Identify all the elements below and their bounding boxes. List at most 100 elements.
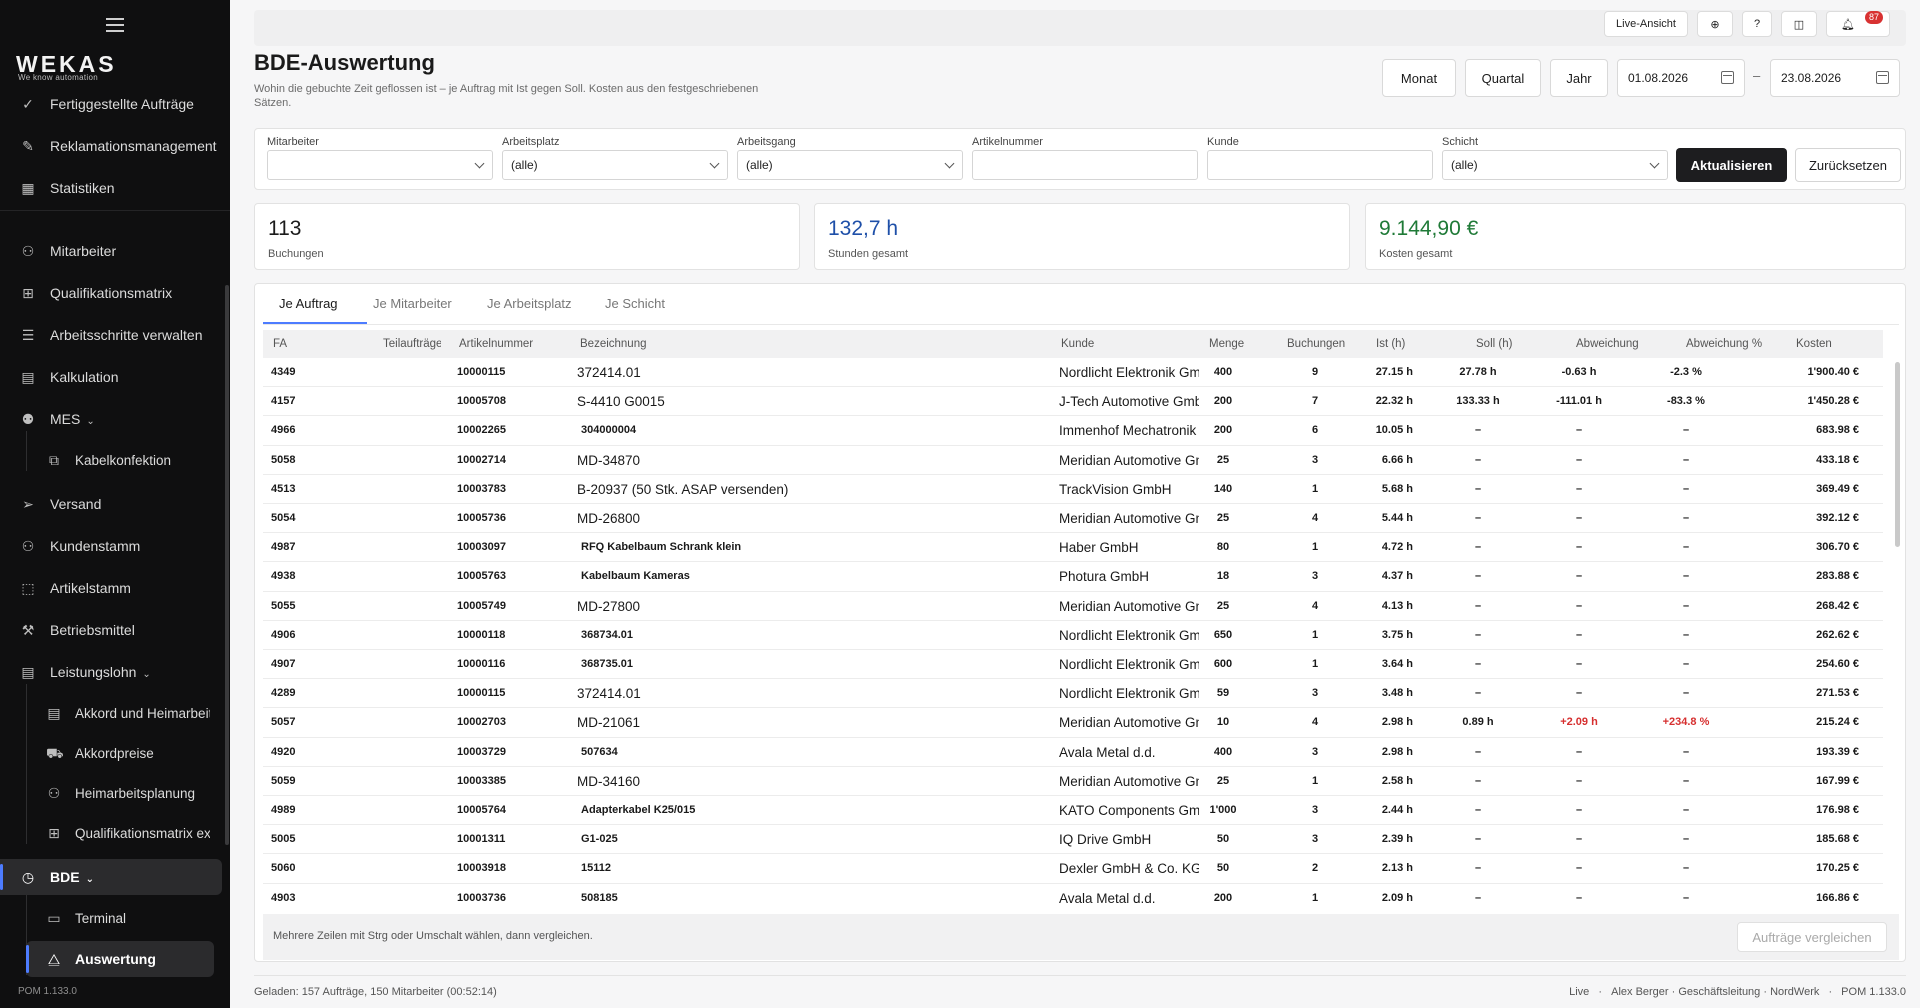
notifications-button[interactable]: 🔔︎ 87: [1826, 11, 1890, 37]
cell-soll: –: [1474, 774, 1482, 787]
col-buchungen[interactable]: Buchungen: [1287, 338, 1346, 350]
sidebar-item-leistungslohn[interactable]: ▤ Leistungslohn ⌄: [0, 654, 230, 690]
col-teilauftraege[interactable]: Teilaufträge: [383, 338, 441, 350]
table-row[interactable]: 5058 10002714 MD-34870 Meridian Automotive …: [263, 446, 1883, 475]
table-row[interactable]: 4907 10000116 368735.01 Nordlicht Elektroni…: [263, 650, 1883, 680]
table-row[interactable]: 4349 10000115 372414.01 Nordlicht Elektroni…: [263, 358, 1883, 388]
table-row[interactable]: 5055 10005749 MD-27800 Meridian Automotive …: [263, 592, 1883, 621]
table-row[interactable]: 4289 10000115 372414.01 Nordlicht Elektroni…: [263, 679, 1883, 709]
table-body: 4349 10000115 372414.01 Nordlicht Elektroni…: [263, 358, 1883, 912]
tab-je-mitarbeiter[interactable]: Je Mitarbeiter: [373, 296, 452, 311]
table-row[interactable]: 4157 10005708 S-4410 G0015 J-Tech Automotiv…: [263, 387, 1883, 417]
cell-art: 10003097: [457, 541, 506, 554]
table-row[interactable]: 4903 10003736 508185 Avala Metal d.d. 200 1 2.…: [263, 884, 1883, 912]
table-row[interactable]: 4513 10003783 B-20937 (50 Stk. ASAP versen…: [263, 475, 1883, 504]
shift-select[interactable]: (alle): [1442, 150, 1668, 180]
article-input[interactable]: [972, 150, 1198, 180]
date-to-input[interactable]: 23.08.2026: [1770, 59, 1900, 97]
customer-input[interactable]: [1207, 150, 1433, 180]
operation-select[interactable]: (alle): [737, 150, 963, 180]
calendar-icon[interactable]: [1721, 71, 1734, 84]
employee-select[interactable]: [267, 150, 493, 180]
col-menge[interactable]: Menge: [1209, 338, 1245, 350]
filter-panel: Mitarbeiter Arbeitsplatz (alle) Arbeitsg…: [254, 128, 1906, 190]
sidebar-item-reklamationsmanagement[interactable]: ✎ Reklamationsmanagement: [0, 128, 230, 164]
date-from-input[interactable]: 01.08.2026: [1617, 59, 1745, 97]
col-ist[interactable]: Ist (h): [1376, 338, 1406, 350]
sidebar-item-artikelstamm[interactable]: ⬚ Artikelstamm: [0, 570, 230, 606]
sidebar-item-versand[interactable]: ➢ Versand: [0, 486, 230, 522]
live-view-button[interactable]: Live-Ansicht: [1604, 11, 1688, 37]
sidebar-scrollbar[interactable]: [225, 285, 229, 845]
table-row[interactable]: 5060 10003918 15112 Dexler GmbH & Co. KG 50 2…: [263, 854, 1883, 884]
table-row[interactable]: 5059 10003385 MD-34160 Meridian Automotive …: [263, 767, 1883, 796]
cell-ist: 2.09 h: [1381, 891, 1413, 904]
refresh-button[interactable]: Aktualisieren: [1676, 148, 1787, 182]
col-artikelnummer[interactable]: Artikelnummer: [459, 338, 534, 350]
table-scrollbar[interactable]: [1895, 362, 1900, 547]
cell-abwp: –: [1682, 862, 1690, 875]
sidebar-item-betriebsmittel[interactable]: ⚒ Betriebsmittel: [0, 612, 230, 648]
compare-orders-button[interactable]: Aufträge vergleichen: [1737, 922, 1887, 952]
table-row[interactable]: 4987 10003097 RFQ Kabelbaum Schrank klein H…: [263, 533, 1883, 563]
nav-divider: [0, 210, 230, 211]
sidebar-item-mes[interactable]: ⚉ MES ⌄: [0, 401, 230, 437]
cell-ist: 3.64 h: [1381, 658, 1413, 670]
cell-soll: –: [1474, 482, 1482, 495]
col-kosten[interactable]: Kosten: [1796, 338, 1832, 350]
bell-icon: 🔔︎: [1841, 18, 1855, 31]
table-row[interactable]: 5054 10005736 MD-26800 Meridian Automotive …: [263, 504, 1883, 534]
help-button[interactable]: ?: [1742, 11, 1772, 37]
cell-art: 10002714: [457, 453, 506, 466]
range-year-button[interactable]: Jahr: [1550, 59, 1608, 97]
range-month-button[interactable]: Monat: [1382, 59, 1456, 97]
cell-fa: 4907: [271, 658, 296, 670]
sidebar-item-qualifikationsmatrix-ex[interactable]: ⊞ Qualifikationsmatrix ex: [0, 815, 230, 851]
tab-je-schicht[interactable]: Je Schicht: [605, 296, 665, 311]
table-row[interactable]: 4920 10003729 507634 Avala Metal d.d. 400 3 2.…: [263, 738, 1883, 767]
sidebar-item-qualifikationsmatrix[interactable]: ⊞ Qualifikationsmatrix: [0, 275, 230, 311]
table-row[interactable]: 4966 10002265 304000004 Immenhof Mechatroni…: [263, 416, 1883, 446]
sidebar-item-arbeitsschritte[interactable]: ☰ Arbeitsschritte verwalten: [0, 317, 230, 353]
table-row[interactable]: 4906 10000118 368734.01 Nordlicht Elektroni…: [263, 621, 1883, 650]
table-row[interactable]: 5005 10001311 G1-025 IQ Drive GmbH 50 3 2.39 h…: [263, 825, 1883, 855]
sidebar-item-terminal[interactable]: ▭ Terminal: [0, 900, 230, 936]
col-soll[interactable]: Soll (h): [1476, 338, 1513, 350]
table-row[interactable]: 4938 10005763 Kabelbaum Kameras Photura Gmb…: [263, 562, 1883, 592]
sidebar-item-label: Reklamationsmanagement: [50, 138, 217, 154]
col-abweichung[interactable]: Abweichung: [1576, 338, 1639, 350]
cell-fa: 4938: [271, 570, 296, 583]
reset-button[interactable]: Zurücksetzen: [1795, 148, 1901, 182]
col-kunde[interactable]: Kunde: [1061, 338, 1095, 350]
panel-button[interactable]: ◫: [1781, 11, 1817, 37]
sidebar-item-kalkulation[interactable]: ▤ Kalkulation: [0, 359, 230, 395]
sidebar-item-kabelkonfektion[interactable]: ⧉ Kabelkonfektion: [0, 442, 230, 478]
selection-hint: Mehrere Zeilen mit Strg oder Umschalt wä…: [273, 930, 593, 942]
terminal-icon: ▭: [47, 910, 61, 926]
tab-je-arbeitsplatz[interactable]: Je Arbeitsplatz: [487, 296, 572, 311]
sidebar-item-kundenstamm[interactable]: ⚇ Kundenstamm: [0, 528, 230, 564]
topbar: Live-Ansicht ⊕ ? ◫ 🔔︎ 87: [254, 10, 1906, 46]
sidebar-item-auswertung[interactable]: ⧋ Auswertung: [26, 941, 214, 977]
cable-icon: ⧉: [49, 452, 59, 468]
workplace-select[interactable]: (alle): [502, 150, 728, 180]
tab-je-auftrag[interactable]: Je Auftrag: [279, 296, 338, 311]
col-bezeichnung[interactable]: Bezeichnung: [580, 338, 647, 350]
sidebar-item-bde[interactable]: ◷ BDE ⌄: [0, 859, 222, 895]
col-abweichung-prozent[interactable]: Abweichung %: [1686, 338, 1763, 350]
sidebar-item-heimarbeitsplanung[interactable]: ⚇ Heimarbeitsplanung: [0, 775, 230, 811]
table-row[interactable]: 5057 10002703 MD-21061 Meridian Automotive …: [263, 708, 1883, 738]
cell-abwp: –: [1682, 833, 1690, 846]
sidebar-item-akkord-heimarbeit[interactable]: ▤ Akkord und Heimarbeit: [0, 695, 230, 731]
range-quarter-button[interactable]: Quartal: [1465, 59, 1541, 97]
sidebar-item-statistiken[interactable]: ▦ Statistiken: [0, 170, 230, 206]
sidebar-item-fertiggestellte-auftraege[interactable]: ✓ Fertiggestellte Aufträge: [0, 86, 230, 122]
calendar-icon[interactable]: [1876, 71, 1889, 84]
col-fa[interactable]: FA: [273, 338, 288, 350]
sidebar-item-mitarbeiter[interactable]: ⚇ Mitarbeiter: [0, 233, 230, 269]
table-row[interactable]: 4989 10005764 Adapterkabel K25/015 KATO Com…: [263, 796, 1883, 826]
menu-icon[interactable]: [106, 18, 124, 32]
globe-button[interactable]: ⊕: [1697, 11, 1733, 37]
sidebar: WEKAS We know automation ✓ Fertiggestell…: [0, 0, 230, 1008]
sidebar-item-akkordpreise[interactable]: ⛟ Akkordpreise: [0, 735, 230, 771]
